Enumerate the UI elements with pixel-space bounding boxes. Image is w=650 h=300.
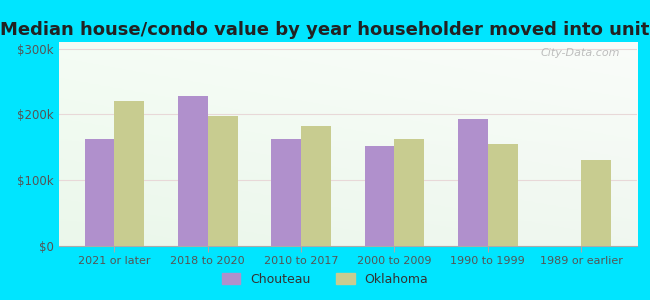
Bar xyxy=(365,146,395,246)
Bar xyxy=(301,126,331,246)
Bar xyxy=(178,96,208,246)
Bar xyxy=(395,139,424,246)
Bar xyxy=(114,101,144,246)
Bar xyxy=(581,160,611,246)
Text: City-Data.com: City-Data.com xyxy=(540,48,619,58)
Bar xyxy=(488,144,517,246)
Bar xyxy=(84,140,114,246)
Bar xyxy=(271,139,301,246)
Bar xyxy=(458,119,488,246)
Text: Median house/condo value by year householder moved into unit: Median house/condo value by year househo… xyxy=(0,21,650,39)
Bar xyxy=(208,116,238,246)
Legend: Chouteau, Oklahoma: Chouteau, Oklahoma xyxy=(216,268,434,291)
